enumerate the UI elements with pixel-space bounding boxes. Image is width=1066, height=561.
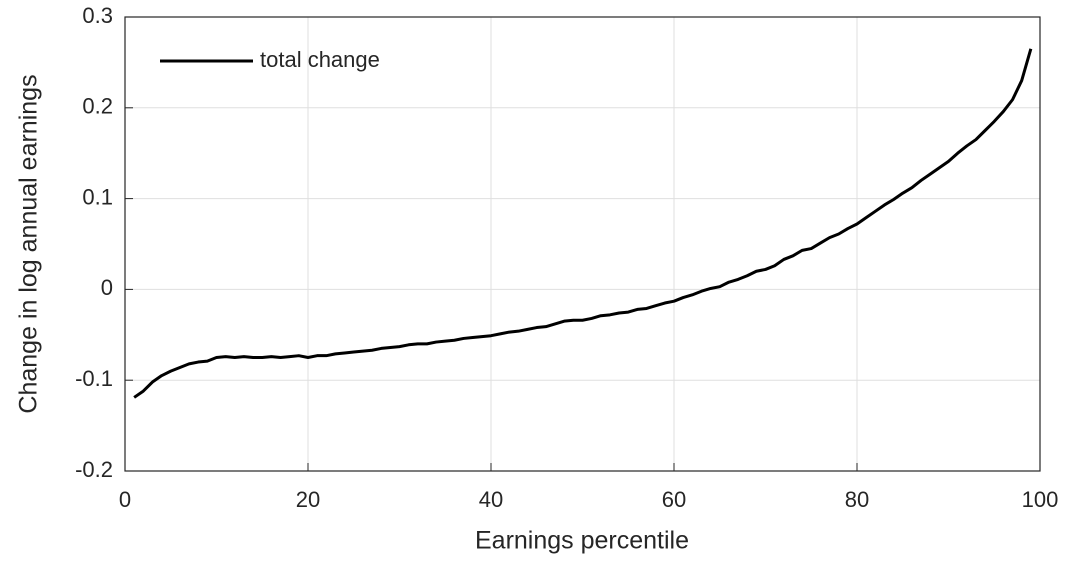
y-tick-label: 0.3 [82,3,113,28]
x-tick-label: 0 [119,487,131,512]
legend-label: total change [260,47,380,72]
y-tick-label: 0.2 [82,94,113,119]
x-tick-label: 80 [845,487,869,512]
plot-area [125,17,1040,471]
axes-box [124,16,1041,472]
x-tick-label: 100 [1022,487,1059,512]
y-tick-label: 0.1 [82,184,113,209]
x-tick-label: 60 [662,487,686,512]
x-tick-label: 40 [479,487,503,512]
y-tick-label: 0 [101,275,113,300]
y-axis-label: Change in log annual earnings [15,74,43,413]
x-axis-label: Earnings percentile [475,527,689,555]
x-tick-label: 20 [296,487,320,512]
data-line [133,48,1033,399]
y-tick-label: -0.2 [75,457,113,482]
y-tick-label: -0.1 [75,366,113,391]
